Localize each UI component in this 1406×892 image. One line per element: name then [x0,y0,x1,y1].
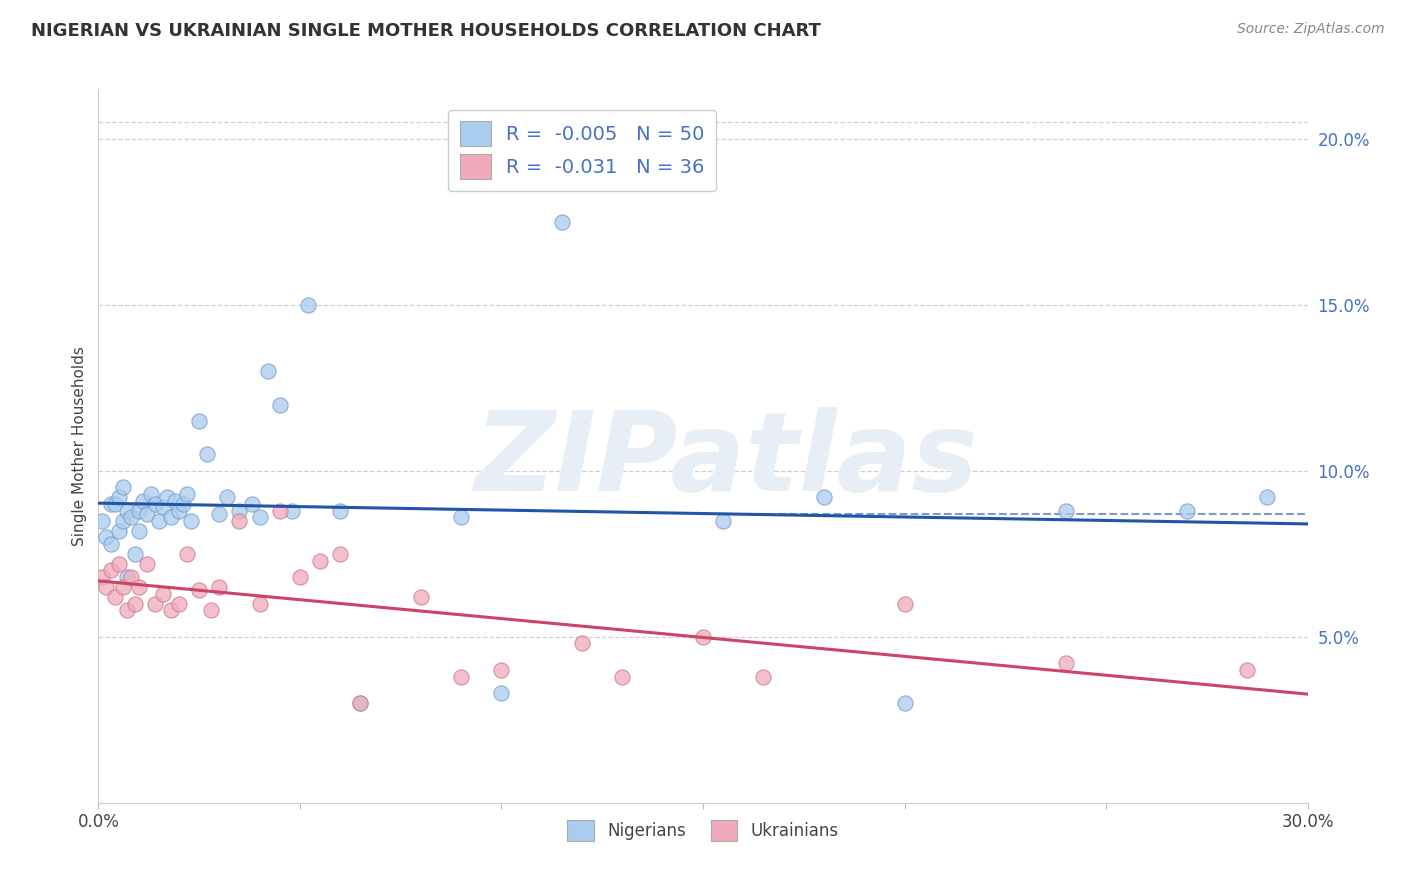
Point [208,507,231,521]
Point [893,696,915,710]
Text: NIGERIAN VS UKRAINIAN SINGLE MOTHER HOUSEHOLDS CORRELATION CHART: NIGERIAN VS UKRAINIAN SINGLE MOTHER HOUS… [31,22,821,40]
Point [692,630,714,644]
Point [148,514,170,528]
Point [91,570,114,584]
Point [91,514,114,528]
Text: Source: ZipAtlas.com: Source: ZipAtlas.com [1237,22,1385,37]
Point [249,510,271,524]
Point [200,603,222,617]
Point [256,364,278,378]
Point [135,507,157,521]
Point [124,547,146,561]
Point [115,570,138,584]
Point [1175,504,1198,518]
Point [100,564,122,578]
Point [128,524,150,538]
Y-axis label: Single Mother Households: Single Mother Households [72,346,87,546]
Point [132,493,155,508]
Point [612,670,634,684]
Point [167,504,190,518]
Point [96,580,118,594]
Point [297,298,319,312]
Point [491,663,513,677]
Point [309,553,332,567]
Point [195,447,218,461]
Point [107,557,129,571]
Point [249,597,271,611]
Point [176,547,198,561]
Point [103,497,125,511]
Point [711,514,734,528]
Point [329,504,352,518]
Point [103,590,125,604]
Point [120,510,142,524]
Point [329,547,352,561]
Point [491,686,513,700]
Point [143,497,166,511]
Point [152,500,174,515]
Point [107,491,129,505]
Text: ZIPatlas: ZIPatlas [475,407,979,514]
Point [188,414,211,428]
Point [96,530,118,544]
Point [172,497,194,511]
Point [100,497,122,511]
Point [208,580,231,594]
Point [240,497,263,511]
Point [167,597,190,611]
Point [551,215,574,229]
Point [349,696,371,710]
Point [120,570,142,584]
Point [180,514,202,528]
Point [143,597,166,611]
Point [107,524,129,538]
Point [176,487,198,501]
Point [813,491,835,505]
Point [349,696,371,710]
Point [115,504,138,518]
Point [160,603,183,617]
Point [124,597,146,611]
Point [115,603,138,617]
Point [217,491,239,505]
Point [228,514,250,528]
Point [135,557,157,571]
Point [128,504,150,518]
Point [139,487,162,501]
Point [228,504,250,518]
Point [152,587,174,601]
Point [571,636,593,650]
Point [160,510,183,524]
Point [752,670,775,684]
Point [409,590,432,604]
Point [450,510,472,524]
Point [269,504,291,518]
Point [111,580,134,594]
Point [128,580,150,594]
Point [100,537,122,551]
Point [1054,657,1077,671]
Point [450,670,472,684]
Point [1054,504,1077,518]
Point [288,570,311,584]
Point [188,583,211,598]
Point [111,514,134,528]
Point [111,481,134,495]
Point [269,397,291,411]
Point [1256,491,1278,505]
Point [281,504,304,518]
Point [156,491,179,505]
Legend: Nigerians, Ukrainians: Nigerians, Ukrainians [561,814,845,848]
Point [1236,663,1258,677]
Point [163,493,186,508]
Point [893,597,915,611]
